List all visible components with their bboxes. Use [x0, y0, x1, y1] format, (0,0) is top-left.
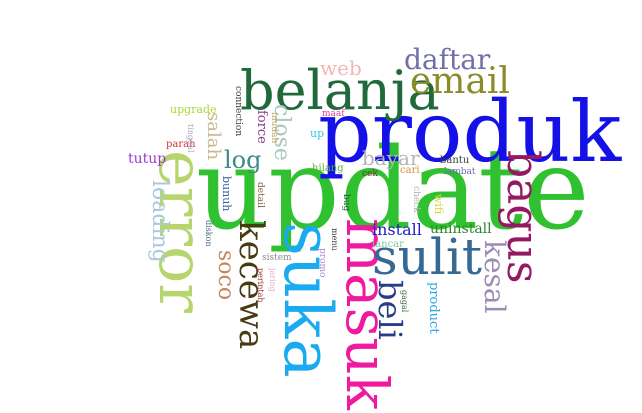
word-salah: salah [203, 112, 224, 161]
word-cari: cari [400, 165, 420, 176]
word-sistem: sistem [262, 253, 292, 263]
word-sulit: sulit [372, 228, 482, 286]
word-mudah: mudah [269, 112, 279, 144]
word-web: web [320, 56, 362, 80]
word-jaring: jaring [268, 268, 277, 292]
word-force: force [254, 110, 269, 144]
word-check: check [411, 186, 421, 213]
word-promo: promo [317, 248, 327, 278]
word-menu: menu [330, 228, 339, 251]
word-hilang: hilang [312, 163, 344, 174]
word-upgrade: upgrade [170, 103, 217, 116]
word-connection: connection [233, 86, 243, 137]
word-loading: loading [147, 180, 172, 263]
word-up: up [310, 127, 325, 140]
word-install: install [372, 220, 422, 239]
word-email: email [410, 61, 510, 102]
word-soco: soco [213, 250, 238, 301]
word-bunuh: bunuh [220, 176, 233, 212]
word-cek: cek [362, 169, 378, 179]
word-lambat: lambat [444, 167, 476, 177]
word-daftar: daftar [404, 43, 491, 76]
word-diskon: diskon [204, 220, 213, 247]
word-maaf: maaf [322, 109, 345, 119]
word-lancar: lancar [372, 239, 404, 250]
word-bayar: bayar [362, 146, 420, 170]
word-belanja: belanja [240, 59, 440, 122]
word-kesal: kesal [478, 240, 511, 314]
word-detail: detail [255, 182, 265, 208]
word-update: update [196, 125, 590, 255]
word-log: log [224, 146, 262, 174]
word-product: product [426, 282, 441, 334]
word-parah: parah [166, 139, 196, 150]
word-bantu: bantu [440, 155, 470, 166]
word-bug: bug [341, 194, 351, 212]
word-tutup: tutup [128, 151, 167, 167]
word-wifi: wifi [432, 194, 445, 215]
word-tinggal: tinggal [186, 124, 195, 153]
word-perintah: perintah [256, 268, 265, 303]
word-uninstall: uninstall [430, 221, 492, 237]
word-produk: produk [318, 83, 622, 181]
word-gagal: gagal [400, 290, 409, 313]
